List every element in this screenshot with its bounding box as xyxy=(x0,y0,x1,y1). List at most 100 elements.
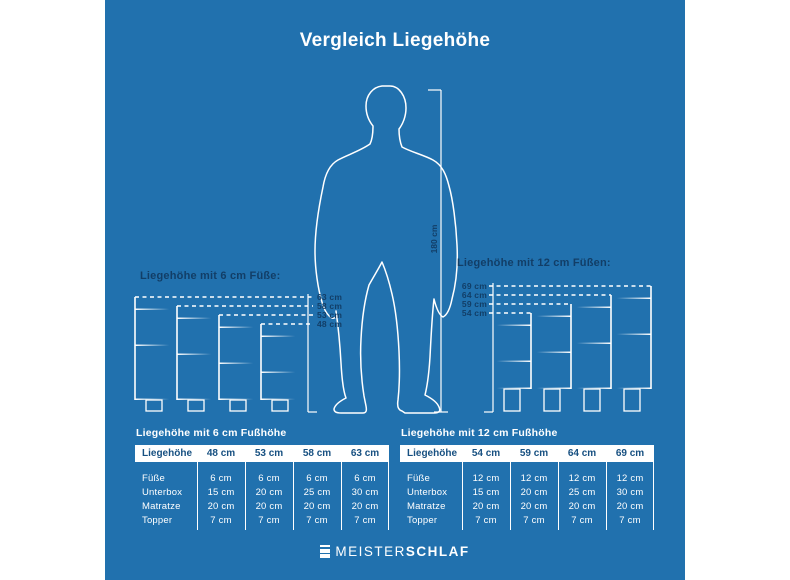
table-cell: 7 cm xyxy=(306,514,328,526)
table-row: Topper 7 cm 7 cm 7 cm 7 cm xyxy=(400,513,654,527)
table-cell: 6 cm xyxy=(210,472,232,484)
table-cell: 15 cm xyxy=(472,486,500,498)
table-row: Füße 12 cm 12 cm 12 cm 12 cm xyxy=(400,471,654,485)
height-label: 53 cm xyxy=(317,310,343,320)
height-label: 54 cm xyxy=(461,308,487,318)
table-row: Unterbox 15 cm 20 cm 25 cm 30 cm xyxy=(400,485,654,499)
beds-person-diagram xyxy=(134,85,652,414)
bed-foot xyxy=(229,399,247,412)
table-header-cell: 59 cm xyxy=(519,448,549,459)
table-header-cell: 58 cm xyxy=(302,448,332,459)
table-row: Topper 7 cm 7 cm 7 cm 7 cm xyxy=(135,513,389,527)
table-header-cell: 48 cm xyxy=(206,448,236,459)
left-table-title: Liegehöhe mit 6 cm Fußhöhe xyxy=(136,427,287,439)
table-cell: 6 cm xyxy=(306,472,328,484)
column-divider xyxy=(341,462,343,530)
table-header-cell: Liegehöhe xyxy=(407,448,458,459)
table-cell: 20 cm xyxy=(568,500,596,512)
column-divider xyxy=(387,462,389,530)
person-height-label: 180 cm xyxy=(429,224,439,254)
table-cell: 20 cm xyxy=(303,500,331,512)
row-label: Matratze xyxy=(407,500,446,512)
column-divider xyxy=(606,462,608,530)
column-divider xyxy=(197,462,199,530)
bed-foot xyxy=(543,388,561,412)
table-cell: 20 cm xyxy=(520,486,548,498)
bed-foot xyxy=(583,388,601,412)
table-cell: 20 cm xyxy=(255,486,283,498)
column-divider xyxy=(462,462,464,530)
table-cell: 7 cm xyxy=(523,514,545,526)
table-cell: 7 cm xyxy=(571,514,593,526)
brand-name-part2: SCHLAF xyxy=(405,544,470,559)
table-row: Füße 6 cm 6 cm 6 cm 6 cm xyxy=(135,471,389,485)
column-divider xyxy=(652,462,654,530)
left-beds-group xyxy=(134,294,317,413)
table-cell: 20 cm xyxy=(472,500,500,512)
brand-name-part1: MEISTER xyxy=(335,544,406,559)
table-cell: 25 cm xyxy=(303,486,331,498)
row-label: Topper xyxy=(407,514,438,526)
height-label: 69 cm xyxy=(461,281,487,291)
table-cell: 12 cm xyxy=(568,472,596,484)
left-section-header: Liegehöhe mit 6 cm Füße: xyxy=(140,270,281,282)
height-label: 59 cm xyxy=(461,299,487,309)
person-height-ruler xyxy=(428,89,448,413)
table-cell: 7 cm xyxy=(210,514,232,526)
table-cell: 6 cm xyxy=(258,472,280,484)
bed-foot xyxy=(623,388,641,412)
blue-panel: Vergleich Liegehöhe xyxy=(105,0,685,580)
left-table-body: Füße 6 cm 6 cm 6 cm 6 cm Unterbox 15 cm … xyxy=(135,462,389,530)
person-outline xyxy=(314,85,458,414)
table-row: Unterbox 15 cm 20 cm 25 cm 30 cm xyxy=(135,485,389,499)
table-cell: 20 cm xyxy=(207,500,235,512)
column-divider xyxy=(558,462,560,530)
right-table-header: Liegehöhe 54 cm 59 cm 64 cm 69 cm xyxy=(400,445,654,462)
bed-foot xyxy=(271,399,289,412)
page-title: Vergleich Liegehöhe xyxy=(299,30,491,51)
height-label: 63 cm xyxy=(317,292,343,302)
table-cell: 30 cm xyxy=(351,486,379,498)
table-cell: 6 cm xyxy=(354,472,376,484)
row-label: Topper xyxy=(142,514,173,526)
table-cell: 20 cm xyxy=(351,500,379,512)
table-header-cell: Liegehöhe xyxy=(142,448,193,459)
table-header-cell: 63 cm xyxy=(350,448,380,459)
height-label: 64 cm xyxy=(461,290,487,300)
column-divider xyxy=(293,462,295,530)
row-label: Matratze xyxy=(142,500,181,512)
table-row: Matratze 20 cm 20 cm 20 cm 20 cm xyxy=(400,499,654,513)
table-cell: 20 cm xyxy=(255,500,283,512)
height-label: 58 cm xyxy=(317,301,343,311)
table-cell: 7 cm xyxy=(475,514,497,526)
bed-foot xyxy=(503,388,521,412)
right-table-title: Liegehöhe mit 12 cm Fußhöhe xyxy=(401,427,558,439)
table-header-cell: 54 cm xyxy=(471,448,501,459)
bed-foot xyxy=(187,399,205,412)
right-table-body: Füße 12 cm 12 cm 12 cm 12 cm Unterbox 15… xyxy=(400,462,654,530)
table-header-cell: 53 cm xyxy=(254,448,284,459)
height-label: 48 cm xyxy=(317,319,343,329)
table-cell: 7 cm xyxy=(354,514,376,526)
bed-foot xyxy=(145,399,163,412)
row-label: Füße xyxy=(407,472,430,484)
table-cell: 12 cm xyxy=(616,472,644,484)
table-cell: 20 cm xyxy=(520,500,548,512)
table-header-cell: 64 cm xyxy=(567,448,597,459)
table-cell: 12 cm xyxy=(520,472,548,484)
table-row: Matratze 20 cm 20 cm 20 cm 20 cm xyxy=(135,499,389,513)
brand-logo: MEISTERSCHLAF xyxy=(105,544,685,559)
right-section-header: Liegehöhe mit 12 cm Füßen: xyxy=(457,257,611,269)
table-cell: 15 cm xyxy=(207,486,235,498)
brand-name: MEISTERSCHLAF xyxy=(335,544,469,559)
column-divider xyxy=(510,462,512,530)
row-label: Unterbox xyxy=(142,486,183,498)
table-cell: 7 cm xyxy=(258,514,280,526)
right-beds-group xyxy=(484,283,652,413)
table-cell: 7 cm xyxy=(619,514,641,526)
left-table-header: Liegehöhe 48 cm 53 cm 58 cm 63 cm xyxy=(135,445,389,462)
table-header-cell: 69 cm xyxy=(615,448,645,459)
table-cell: 12 cm xyxy=(472,472,500,484)
table-cell: 25 cm xyxy=(568,486,596,498)
mattress-stack-icon xyxy=(320,544,331,559)
